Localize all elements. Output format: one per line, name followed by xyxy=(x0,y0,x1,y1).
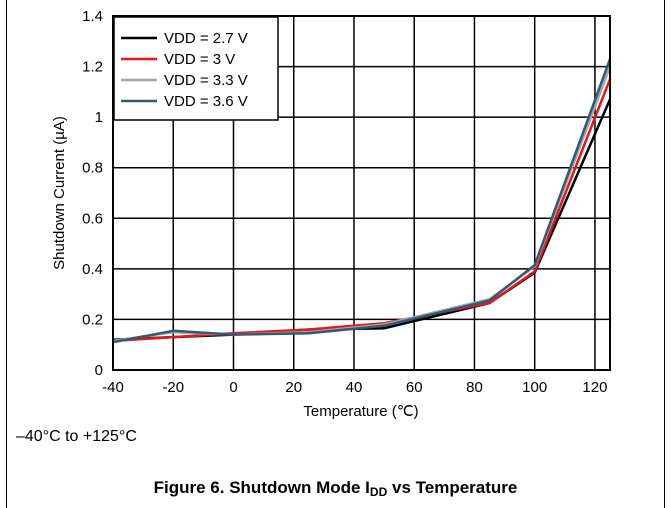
y-tick-label: 0.6 xyxy=(82,210,103,227)
legend-label: VDD = 3.3 V xyxy=(164,72,248,89)
x-tick-label: 20 xyxy=(285,379,302,396)
x-tick-label: -20 xyxy=(162,379,184,396)
caption-suffix: vs Temperature xyxy=(387,478,518,497)
legend: VDD = 2.7 V VDD = 3 V VDD = 3.3 V VDD = 3.6… xyxy=(113,16,279,121)
x-tick-label: 120 xyxy=(582,379,607,396)
x-tick-label: 100 xyxy=(522,379,547,396)
page-border-right xyxy=(664,0,665,508)
series-lines xyxy=(112,58,612,344)
line-chart: -40 -20 0 20 40 60 80 100 120 0 0.2 0.4 0.6 0.8 1 1.2 1.… xyxy=(51,8,640,420)
legend-label: VDD = 3 V xyxy=(164,51,235,68)
legend-box xyxy=(113,16,279,121)
plot-border xyxy=(112,15,611,371)
page-border-left xyxy=(6,0,7,508)
legend-label: VDD = 2.7 V xyxy=(164,30,248,47)
y-tick-label: 0 xyxy=(95,362,103,379)
legend-label: VDD = 3.6 V xyxy=(164,93,248,110)
series-line-1 xyxy=(112,98,612,341)
y-tick-label: 1 xyxy=(95,109,103,126)
x-tick-label: 60 xyxy=(406,379,423,396)
y-tick-label: 0.2 xyxy=(82,311,103,328)
tick-labels: -40 -20 0 20 40 60 80 100 120 0 0.2 0.4 0.6 0.8 1 1.2 1.… xyxy=(82,8,607,396)
figure-caption: Figure 6. Shutdown Mode IDD vs Temperatu… xyxy=(0,478,671,499)
y-tick-label: 1.4 xyxy=(82,8,103,25)
series-line-4 xyxy=(112,58,612,344)
x-tick-label: -40 xyxy=(102,379,124,396)
y-tick-label: 0.8 xyxy=(82,160,103,177)
x-tick-label: 40 xyxy=(346,379,363,396)
temperature-range-note: –40°C to +125°C xyxy=(16,428,137,445)
y-axis-label: Shutdown Current (µA) xyxy=(51,116,68,270)
figure-id: D007 xyxy=(614,419,640,420)
y-tick-label: 1.2 xyxy=(82,59,103,76)
caption-prefix: Figure 6. Shutdown Mode I xyxy=(153,478,370,497)
series-line-2 xyxy=(112,78,612,343)
x-axis-label: Temperature (℃) xyxy=(303,403,418,420)
x-tick-label: 0 xyxy=(229,379,237,396)
y-tick-label: 0.4 xyxy=(82,261,103,278)
caption-subscript: DD xyxy=(369,485,388,499)
x-tick-label: 80 xyxy=(466,379,483,396)
